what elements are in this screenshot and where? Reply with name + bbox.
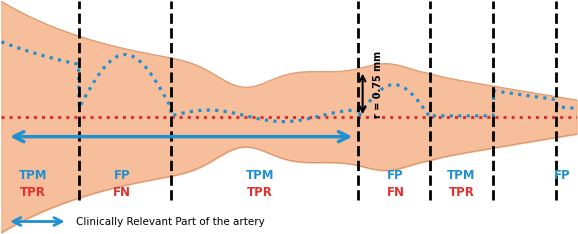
Text: r = 0.75 mm: r = 0.75 mm bbox=[373, 51, 383, 118]
Text: FN: FN bbox=[387, 186, 405, 199]
Text: FN: FN bbox=[113, 186, 131, 199]
Text: TPR: TPR bbox=[247, 186, 273, 199]
Text: TPR: TPR bbox=[20, 186, 46, 199]
Text: TPR: TPR bbox=[449, 186, 475, 199]
Text: TPM: TPM bbox=[18, 169, 47, 183]
Text: TPM: TPM bbox=[246, 169, 275, 183]
Text: FP: FP bbox=[554, 169, 570, 183]
Text: FP: FP bbox=[387, 169, 403, 183]
Text: FP: FP bbox=[114, 169, 131, 183]
Text: Clinically Relevant Part of the artery: Clinically Relevant Part of the artery bbox=[76, 216, 265, 227]
Text: TPM: TPM bbox=[447, 169, 476, 183]
